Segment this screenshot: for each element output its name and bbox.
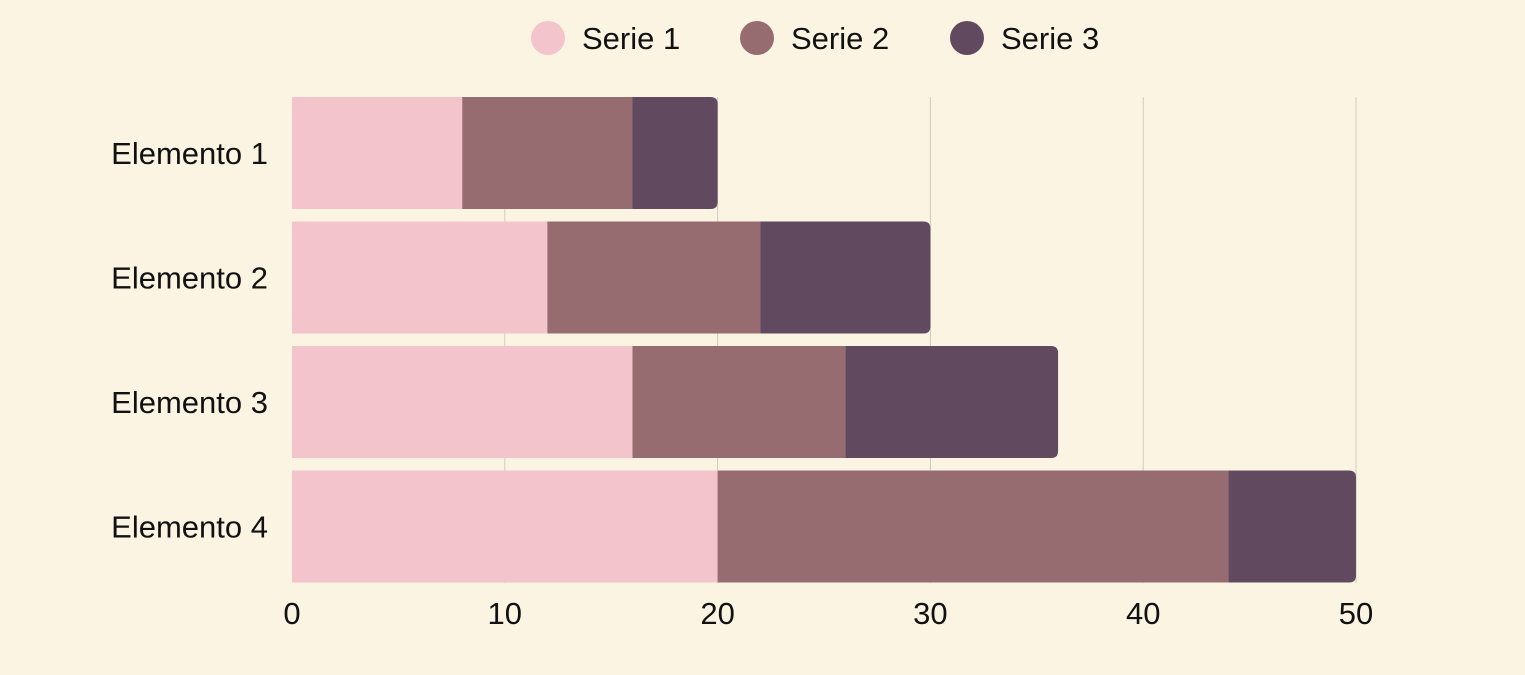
bar-elemento-4-serie-3 — [1228, 470, 1356, 583]
x-tick-label: 30 — [913, 596, 947, 631]
category-axis: Elemento 1 Elemento 2 Elemento 3 Elemento 4 — [111, 136, 268, 545]
legend-swatch-serie-3 — [950, 21, 984, 55]
x-tick-label: 50 — [1339, 596, 1373, 631]
legend-label: Serie 1 — [582, 21, 680, 56]
bar-elemento-3-serie-3 — [845, 346, 1059, 458]
bar-elemento-1-serie-2 — [462, 97, 633, 209]
legend-swatch-serie-1 — [531, 21, 565, 55]
bar-elemento-1-serie-3 — [632, 97, 718, 209]
bar-elemento-2-serie-2 — [547, 221, 761, 334]
legend-label: Serie 2 — [791, 21, 889, 56]
x-tick-label: 20 — [700, 596, 734, 631]
x-tick-label: 10 — [488, 596, 522, 631]
bar-elemento-3-serie-1 — [292, 346, 633, 458]
bar-elemento-1-serie-1 — [292, 97, 463, 209]
bar-elemento-2-serie-3 — [760, 221, 931, 334]
bars-layer — [292, 97, 1356, 583]
bar-elemento-4-serie-1 — [292, 470, 718, 583]
category-label: Elemento 2 — [111, 261, 268, 296]
x-tick-label: 40 — [1126, 596, 1160, 631]
x-tick-label: 0 — [283, 596, 300, 631]
legend-label: Serie 3 — [1001, 21, 1099, 56]
bar-elemento-4-serie-2 — [717, 470, 1229, 583]
bar-elemento-3-serie-2 — [632, 346, 846, 458]
legend: Serie 1 Serie 2 Serie 3 — [531, 21, 1099, 56]
category-label: Elemento 3 — [111, 385, 268, 420]
value-axis: 0 10 20 30 40 50 — [283, 596, 1373, 631]
category-label: Elemento 4 — [111, 510, 268, 545]
legend-swatch-serie-2 — [740, 21, 774, 55]
bar-elemento-2-serie-1 — [292, 221, 548, 334]
category-label: Elemento 1 — [111, 136, 268, 171]
